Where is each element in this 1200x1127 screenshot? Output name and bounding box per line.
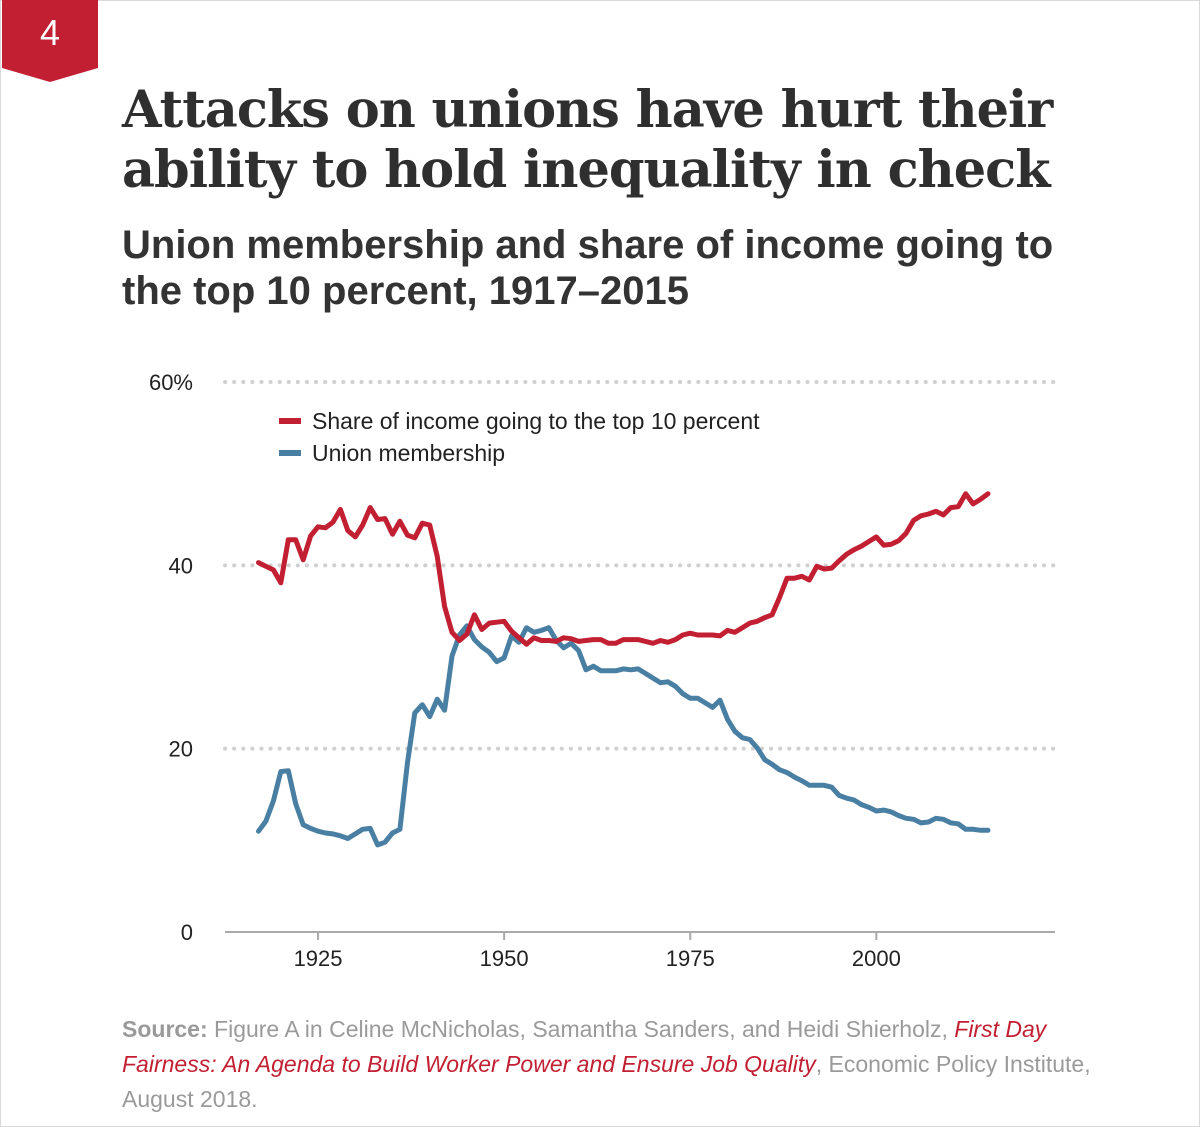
chart-subtitle: Union membership and share of income goi… [122, 223, 1054, 313]
legend-label: Union membership [312, 440, 505, 466]
series-line-union-membership [256, 623, 991, 848]
y-tick-label: 60% [149, 370, 193, 395]
source-label: Source: [122, 1016, 208, 1042]
source-text-after: , Economic Policy Institute, August 2018… [122, 1051, 1091, 1112]
legend-label: Share of income going to the top 10 perc… [312, 408, 760, 434]
x-tick-label: 1950 [480, 946, 529, 971]
figure-number-badge: 4 [2, 0, 98, 82]
y-tick-label: 0 [181, 920, 193, 945]
figure-number: 4 [39, 12, 61, 53]
source-publication-link[interactable]: First Day Fairness: An Agenda to Build W… [122, 1016, 1047, 1077]
y-tick-label: 20 [169, 737, 193, 762]
series-line-top10-income-share [256, 491, 991, 647]
x-tick-label: 2000 [852, 946, 901, 971]
x-tick-label: 1925 [294, 946, 343, 971]
x-tick-label: 1975 [666, 946, 715, 971]
line-chart: 0 20 40 60% 1925 1950 1975 2000 Share of income … [149, 370, 1057, 971]
chart-title: Attacks on unions have hurt their abilit… [122, 80, 1053, 200]
source-note: Source: Figure A in Celine McNicholas, S… [122, 1012, 1102, 1117]
source-text-before: Figure A in Celine McNicholas, Samantha … [207, 1016, 955, 1042]
y-tick-label: 40 [169, 553, 193, 578]
